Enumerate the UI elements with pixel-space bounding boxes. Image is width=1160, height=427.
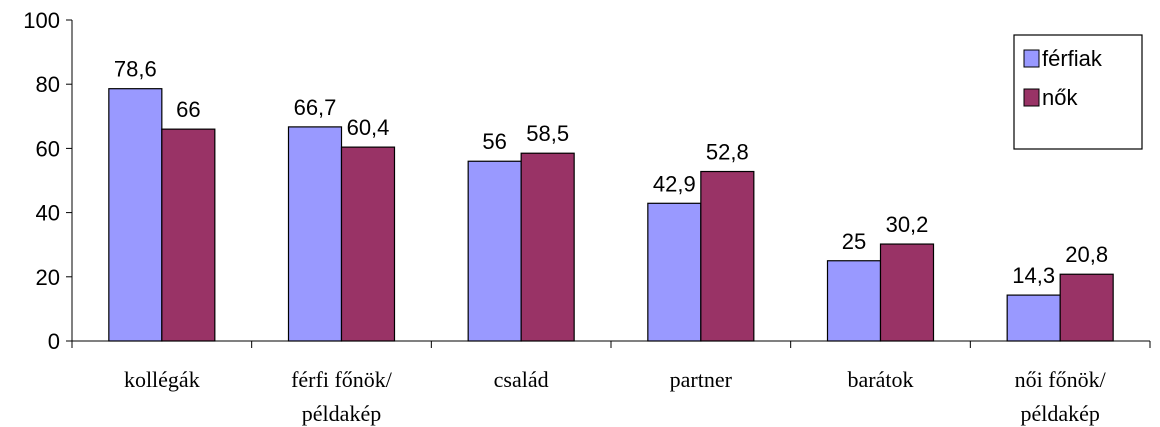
bar-nok bbox=[520, 152, 575, 342]
category-label: példakép bbox=[302, 401, 381, 426]
x-axis bbox=[71, 340, 1151, 348]
bars bbox=[108, 88, 1114, 342]
bar-nok bbox=[1059, 273, 1114, 342]
data-label: 30,2 bbox=[886, 212, 929, 237]
bar-nok bbox=[340, 146, 396, 342]
data-labels: 78,6 66,7 56 42,9 25 14,3 66 60,4 58,5 52,8 30,2 20… bbox=[114, 57, 1108, 288]
bar-nok bbox=[161, 128, 216, 342]
category-label: partner bbox=[670, 367, 733, 392]
y-tick-label: 40 bbox=[36, 201, 60, 226]
data-label: 60,4 bbox=[347, 115, 390, 140]
y-tick-label: 20 bbox=[36, 265, 60, 290]
y-tick-label: 60 bbox=[36, 136, 60, 161]
data-label: 25 bbox=[842, 229, 866, 254]
y-tick-label: 100 bbox=[23, 8, 60, 33]
category-label: női főnök/ bbox=[1015, 367, 1107, 392]
data-label: 66,7 bbox=[294, 95, 337, 120]
bar-ferfiak bbox=[826, 260, 882, 342]
y-tick-label: 80 bbox=[36, 72, 60, 97]
legend-swatch bbox=[1023, 49, 1040, 68]
bar-ferfiak bbox=[467, 160, 522, 342]
category-label: kollégák bbox=[124, 367, 200, 392]
bar-ferfiak bbox=[647, 202, 702, 342]
data-label: 66 bbox=[176, 97, 200, 122]
bar-ferfiak bbox=[108, 88, 163, 342]
data-label: 20,8 bbox=[1065, 242, 1108, 267]
legend-label: férfiak bbox=[1042, 46, 1103, 71]
data-label: 52,8 bbox=[706, 140, 749, 165]
category-label: család bbox=[494, 367, 549, 392]
bar-nok bbox=[879, 243, 935, 342]
data-label: 14,3 bbox=[1012, 263, 1055, 288]
data-label: 42,9 bbox=[653, 171, 696, 196]
legend-label: nők bbox=[1042, 85, 1078, 110]
legend-swatch bbox=[1023, 88, 1040, 107]
bar-ferfiak bbox=[287, 126, 343, 342]
bar-ferfiak bbox=[1006, 294, 1061, 342]
category-label: barátok bbox=[848, 367, 914, 392]
data-label: 78,6 bbox=[114, 57, 157, 82]
y-tick-label: 0 bbox=[48, 329, 60, 354]
data-label: 58,5 bbox=[526, 121, 569, 146]
category-labels: kollégák férfi főnök/példakép család partne… bbox=[124, 367, 1107, 426]
category-label: példakép bbox=[1020, 401, 1099, 426]
data-label: 56 bbox=[482, 129, 506, 154]
legend: férfiak nők bbox=[1013, 34, 1143, 150]
y-axis: 0 20 40 60 80 100 bbox=[23, 8, 73, 354]
bar-nok bbox=[700, 170, 755, 342]
category-label: férfi főnök/ bbox=[291, 367, 393, 392]
